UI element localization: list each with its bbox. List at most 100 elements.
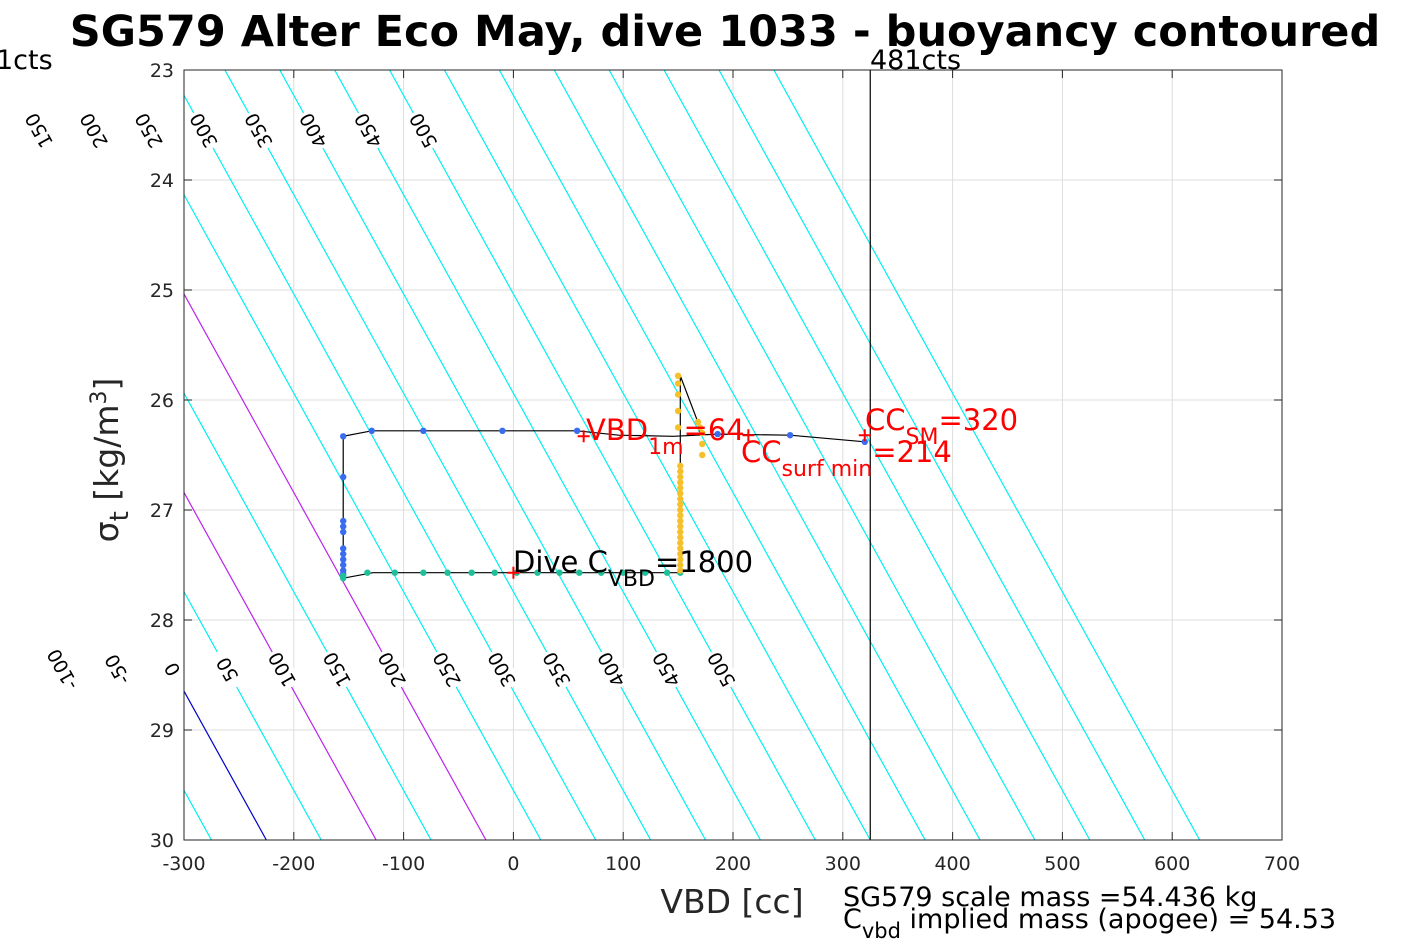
climb-point xyxy=(677,468,684,475)
contour-label-bg xyxy=(348,107,388,154)
contour-line xyxy=(498,70,926,840)
contour-line xyxy=(224,70,652,840)
x-tick-label: -300 xyxy=(162,853,205,875)
y-axis-label: σt [kg/m3] xyxy=(87,378,135,543)
contour-line xyxy=(553,70,981,840)
dive-point xyxy=(340,561,347,569)
climb-point xyxy=(696,424,704,431)
y-tick-label: 29 xyxy=(150,720,174,742)
dive-point xyxy=(420,427,427,434)
climb-point xyxy=(694,418,702,426)
chart-title: SG579 Alter Eco May, dive 1033 - buoyanc… xyxy=(70,7,1381,57)
contour-line xyxy=(279,70,707,840)
contour-label-bg xyxy=(403,107,443,154)
bottom-point xyxy=(534,569,541,576)
contour-label-bg xyxy=(152,646,192,693)
contour-label-bg xyxy=(317,646,357,693)
climb-point xyxy=(677,484,684,492)
climb-point xyxy=(677,479,684,486)
climb-point xyxy=(699,429,706,437)
bottom-point xyxy=(340,575,347,582)
y-axis-label-unit-sup: 3 xyxy=(87,391,112,405)
implied-mass-text: Cvbd implied mass (apogee) = 54.53 xyxy=(843,904,1336,943)
bottom-point xyxy=(556,569,563,576)
climb-point xyxy=(677,512,684,519)
contour-line xyxy=(184,94,597,840)
contour-label-bg xyxy=(184,107,223,154)
dive-point xyxy=(499,427,506,434)
y-axis-label-unit: [kg/m xyxy=(87,405,126,512)
dive-point xyxy=(340,545,347,552)
dive-point xyxy=(786,432,794,439)
climb-point xyxy=(677,490,684,497)
x-tick-label: 300 xyxy=(825,853,861,875)
contour-label-bg xyxy=(207,646,247,693)
x-tick-label: 600 xyxy=(1154,853,1190,875)
climb-point xyxy=(674,424,682,431)
contour-label-bg xyxy=(129,107,168,154)
dive-point xyxy=(340,517,347,525)
contour-line xyxy=(0,70,157,840)
annotation-markers xyxy=(507,429,871,579)
bottom-point xyxy=(468,569,475,576)
bottom-point xyxy=(491,569,498,576)
marker-plus xyxy=(577,430,590,443)
x-tick-label: 400 xyxy=(934,853,970,875)
climb-point xyxy=(674,407,682,415)
dive-track xyxy=(342,375,865,579)
bottom-point xyxy=(576,569,583,576)
climb-point xyxy=(677,550,684,558)
y-axis-label-symbol: σ xyxy=(87,521,126,542)
x-tick-label: -200 xyxy=(272,853,315,875)
y-tick-label: 24 xyxy=(150,170,174,192)
bottom-point xyxy=(663,569,671,576)
x-tick-label: 200 xyxy=(715,853,751,875)
contour-label-bg xyxy=(293,107,333,154)
climb-point xyxy=(677,462,684,470)
contour-label-bg xyxy=(0,107,4,154)
contour-line xyxy=(663,70,1091,840)
bottom-point xyxy=(620,569,627,576)
contour-label-bg xyxy=(262,646,302,693)
contour-label-bg xyxy=(482,646,521,693)
contour-line xyxy=(184,491,377,840)
contour-line xyxy=(389,70,816,840)
vbd-1m-annotation: VBD1m=64 xyxy=(586,413,745,460)
x-tick-label: 700 xyxy=(1264,853,1300,875)
climb-point xyxy=(677,561,684,569)
dive-point xyxy=(714,430,721,438)
bottom-point xyxy=(420,569,427,576)
contour-line xyxy=(184,590,322,840)
contour-line xyxy=(184,689,267,840)
cc-sm-annotation: CCSM=320 xyxy=(865,403,1018,450)
contour-label-bg xyxy=(19,107,59,154)
contour-label-bg xyxy=(42,646,82,693)
contour-line xyxy=(718,70,1146,840)
dive-point xyxy=(340,528,347,536)
contour-label: -100 xyxy=(43,645,83,693)
x-axis-label: VBD [cc] xyxy=(660,882,803,921)
climb-point xyxy=(677,523,684,530)
contour-line xyxy=(443,70,871,840)
svg-text:σt [kg/m3]: σt [kg/m3] xyxy=(87,378,135,543)
y-axis-label-sub: t xyxy=(105,511,135,521)
y-axis-label-unit-end: ] xyxy=(87,378,126,391)
climb-point xyxy=(699,451,706,459)
marker-plus xyxy=(858,429,871,442)
right-vline-label: 481cts xyxy=(870,45,961,76)
y-tick-label: 26 xyxy=(150,390,174,412)
climb-point xyxy=(674,380,682,387)
contour-line xyxy=(184,392,432,840)
x-tick-label: -100 xyxy=(382,853,425,875)
track-line xyxy=(342,375,865,579)
climb-point xyxy=(677,545,684,552)
left-vline-label: 1cts xyxy=(0,45,53,76)
y-axis-ticks: 23 24 25 26 27 28 29 30 xyxy=(150,60,1282,852)
dive-cvbd-annotation: Dive CVBD=1800 xyxy=(513,545,753,592)
dive-point xyxy=(340,550,347,558)
dive-points xyxy=(340,372,868,582)
contour-label: 100 xyxy=(0,109,3,151)
contour-labels: -350-300-250-200-150-100-500501001502002… xyxy=(0,107,741,693)
contour-line xyxy=(773,70,1201,840)
